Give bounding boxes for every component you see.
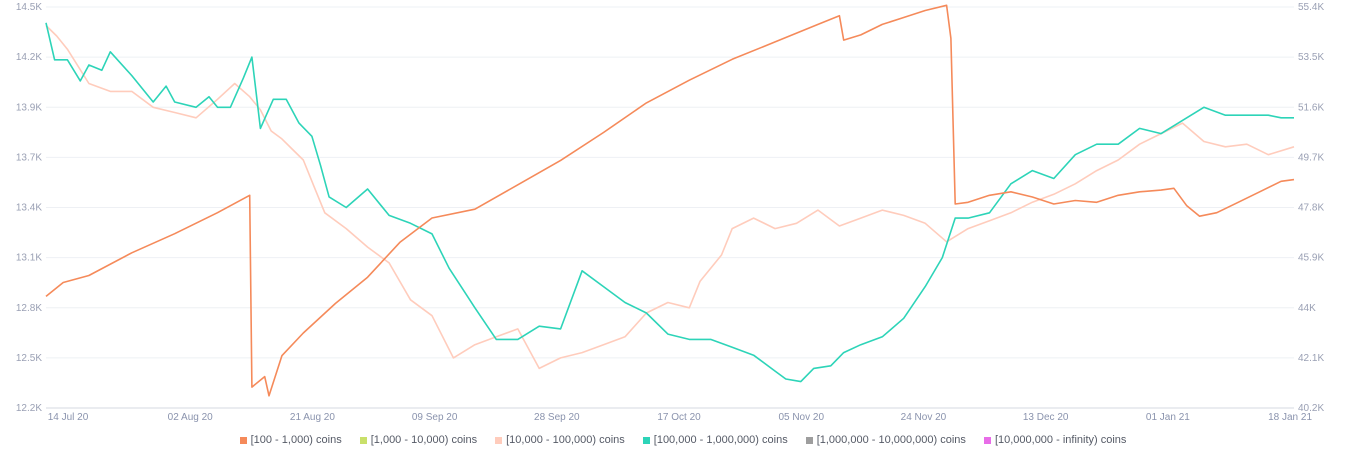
legend-label: [1,000,000 - 10,000,000) coins xyxy=(816,434,966,446)
legend-swatch xyxy=(495,436,503,444)
y-left-tick: 13.9K xyxy=(16,102,42,113)
legend-swatch xyxy=(805,436,813,444)
y-left-tick: 14.2K xyxy=(16,52,42,63)
legend-swatch xyxy=(359,436,367,444)
x-tick: 05 Nov 20 xyxy=(778,412,824,423)
y-left-tick: 13.4K xyxy=(16,203,42,214)
x-tick: 28 Sep 20 xyxy=(534,412,580,423)
y-left-tick: 12.2K xyxy=(16,403,42,414)
y-left-tick: 13.7K xyxy=(16,152,42,163)
y-right-tick: 53.5K xyxy=(1298,52,1324,63)
legend: [100 - 1,000) coins [1,000 - 10,000) coin… xyxy=(0,434,1366,446)
y-right-tick: 40.2K xyxy=(1298,403,1324,414)
y-left-tick: 12.8K xyxy=(16,303,42,314)
x-tick: 24 Nov 20 xyxy=(901,412,947,423)
y-right-tick: 55.4K xyxy=(1298,2,1324,13)
x-tick: 01 Jan 21 xyxy=(1146,412,1190,423)
legend-item[interactable]: [10,000 - 100,000) coins xyxy=(495,434,625,446)
legend-label: [10,000 - 100,000) coins xyxy=(506,434,625,446)
y-left-tick: 13.1K xyxy=(16,253,42,264)
y-right-tick: 44K xyxy=(1298,303,1316,314)
x-tick: 13 Dec 20 xyxy=(1023,412,1069,423)
legend-label: [10,000,000 - infinity) coins xyxy=(994,434,1127,446)
y-axis-right: 55.4K 53.5K 51.6K 49.7K 47.8K 45.9K 44K 42.1K 40… xyxy=(1298,2,1324,414)
legend-item[interactable]: [100,000 - 1,000,000) coins xyxy=(642,434,788,446)
series-line xyxy=(45,22,1294,383)
legend-label: [100,000 - 1,000,000) coins xyxy=(653,434,788,446)
x-tick: 02 Aug 20 xyxy=(168,412,213,423)
legend-label: [100 - 1,000) coins xyxy=(250,434,342,446)
legend-swatch xyxy=(983,436,991,444)
x-axis: 14 Jul 20 02 Aug 20 21 Aug 20 09 Sep 20 28 S… xyxy=(48,412,1313,423)
y-axis-left: 14.5K 14.2K 13.9K 13.7K 13.4K 13.1K 12.8K 12.5K… xyxy=(16,2,42,414)
legend-item[interactable]: [1,000,000 - 10,000,000) coins xyxy=(805,434,966,446)
y-right-tick: 49.7K xyxy=(1298,152,1324,163)
legend-swatch xyxy=(239,436,247,444)
y-left-tick: 12.5K xyxy=(16,353,42,364)
legend-item[interactable]: [100 - 1,000) coins xyxy=(239,434,342,446)
x-tick: 09 Sep 20 xyxy=(412,412,458,423)
y-right-tick: 47.8K xyxy=(1298,203,1324,214)
series-lines xyxy=(45,4,1295,397)
chart-area: 14.5K 14.2K 13.9K 13.7K 13.4K 13.1K 12.8K 12.5K… xyxy=(16,2,1325,423)
x-tick: 17 Oct 20 xyxy=(657,412,701,423)
y-right-tick: 42.1K xyxy=(1298,353,1324,364)
x-tick: 21 Aug 20 xyxy=(290,412,335,423)
series-line xyxy=(45,24,1295,370)
y-right-tick: 45.9K xyxy=(1298,253,1324,264)
grid-lines xyxy=(46,6,1294,409)
legend-item[interactable]: [10,000,000 - infinity) coins xyxy=(983,434,1127,446)
y-right-tick: 51.6K xyxy=(1298,102,1324,113)
x-tick: 14 Jul 20 xyxy=(48,412,89,423)
x-tick: 18 Jan 21 xyxy=(1268,412,1312,423)
series-line xyxy=(45,4,1295,397)
y-left-tick: 14.5K xyxy=(16,2,42,13)
legend-swatch xyxy=(642,436,650,444)
legend-label: [1,000 - 10,000) coins xyxy=(370,434,478,446)
legend-item[interactable]: [1,000 - 10,000) coins xyxy=(359,434,478,446)
